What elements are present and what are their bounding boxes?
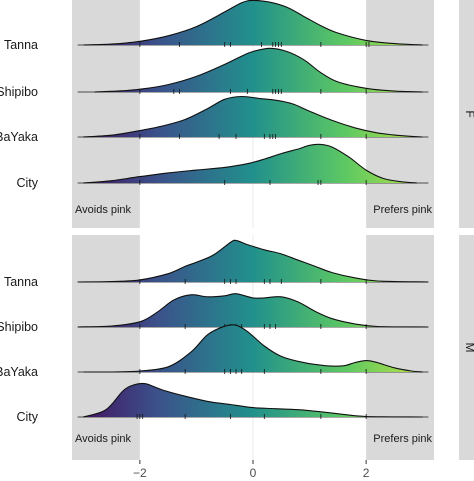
density-outline: [77, 293, 429, 328]
density-outline: [83, 95, 423, 138]
ridges: Tanna Shipibo BaYaka City: [0, 0, 429, 190]
ridge-tanna: Tanna: [4, 239, 429, 289]
ridge-shipibo: Shipibo: [0, 293, 429, 334]
prefers-pink-label: Prefers pink: [373, 433, 432, 445]
ridge-shipibo: Shipibo: [0, 47, 429, 99]
avoids-pink-label: Avoids pink: [75, 204, 132, 216]
category-label: City: [16, 410, 38, 424]
x-tick-label: 0: [250, 466, 257, 480]
density-area: [77, 293, 429, 327]
category-label: Shipibo: [0, 85, 38, 99]
shade-right: [366, 0, 434, 228]
density-area: [83, 324, 423, 372]
panel-f: Tanna Shipibo BaYaka City Avoids pink Prefe…: [0, 0, 474, 228]
ridge-city: City: [16, 382, 429, 424]
category-label: Tanna: [4, 38, 38, 52]
category-label: Shipibo: [0, 320, 38, 334]
shade-left: [72, 0, 140, 228]
category-label: Tanna: [4, 275, 38, 289]
category-label: BaYaka: [0, 365, 38, 379]
density-outline: [83, 382, 423, 418]
density-outline: [94, 47, 423, 93]
density-area: [83, 96, 423, 137]
density-outline: [83, 324, 423, 373]
shade-left: [72, 235, 140, 460]
density-outline: [77, 239, 429, 283]
shade-right: [366, 235, 434, 460]
category-label: BaYaka: [0, 130, 38, 144]
category-label: City: [16, 176, 38, 190]
strip-label-m: M: [463, 343, 474, 353]
ridge-bayaka: BaYaka: [0, 324, 429, 379]
strip-f: [459, 0, 474, 228]
density-area: [83, 0, 423, 46]
avoids-pink-label: Avoids pink: [75, 433, 132, 445]
density-area: [77, 240, 429, 282]
ridge-city: City: [16, 143, 429, 190]
density-outline: [83, 0, 423, 46]
ridge-bayaka: BaYaka: [0, 95, 429, 144]
density-area: [94, 48, 423, 92]
x-tick-label: −2: [133, 466, 147, 480]
x-axis: −2 0 2: [133, 460, 370, 480]
density-outline: [83, 143, 418, 184]
ridge-tanna: Tanna: [4, 0, 429, 52]
strip-m: [459, 235, 474, 460]
panel-m: Tanna Shipibo BaYaka City Avoids pink Prefe…: [0, 235, 474, 460]
x-tick-label: 2: [363, 466, 370, 480]
ridges: Tanna Shipibo BaYaka City: [0, 239, 429, 424]
strip-label-f: F: [463, 110, 474, 117]
prefers-pink-label: Prefers pink: [373, 204, 432, 216]
